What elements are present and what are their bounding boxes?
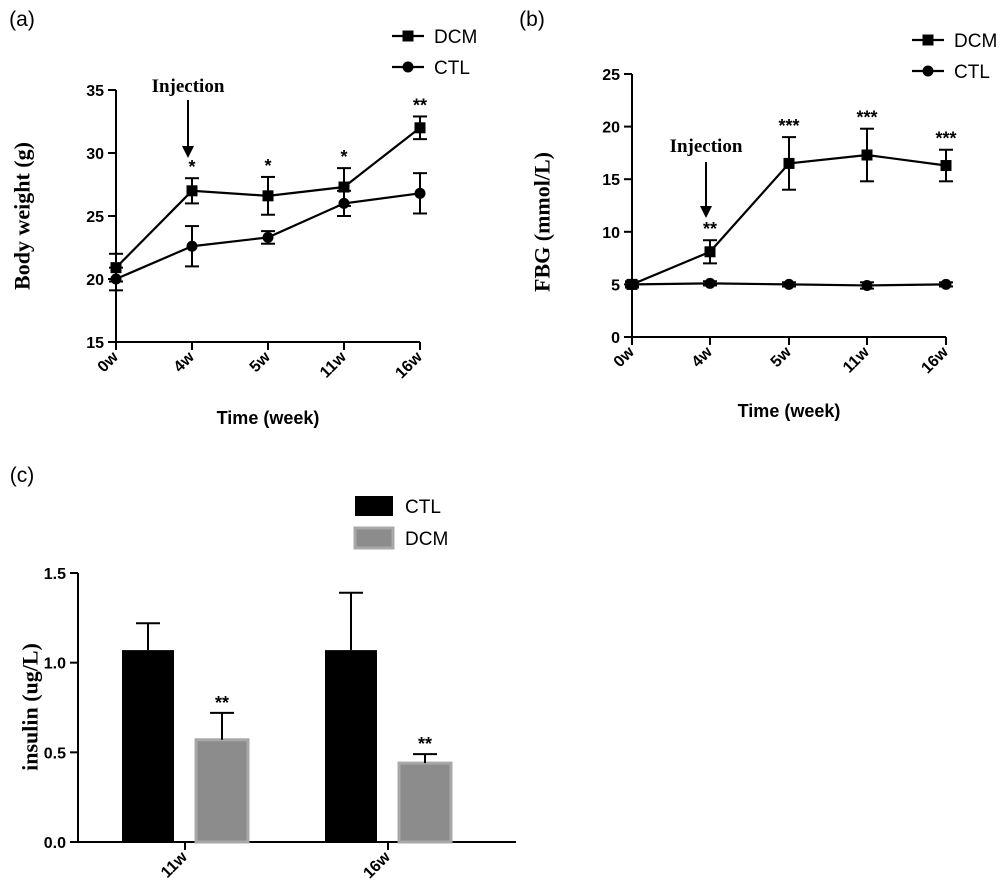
x-tick-label: 11w — [158, 848, 191, 881]
y-tick-label: 30 — [86, 146, 104, 163]
x-tick-label: 16w — [392, 348, 426, 382]
data-point-circle — [861, 279, 873, 291]
data-point-circle — [940, 278, 952, 290]
series-dcm: * * *** — [109, 95, 427, 283]
x-tick-label: 11w — [840, 343, 873, 376]
bar — [325, 650, 377, 842]
y-tick-label: 5 — [611, 277, 620, 294]
series-dcm: ***** ****** — [625, 108, 957, 290]
y-axis-title: insulin (ug/L) — [18, 643, 43, 771]
significance-label: ** — [215, 693, 229, 713]
significance-label: *** — [856, 108, 877, 128]
legend-label: DCM — [434, 27, 477, 48]
y-tick-label: 0.5 — [44, 745, 66, 762]
data-point-square — [940, 160, 952, 172]
x-tick-label: 0w — [95, 348, 123, 376]
y-tick-label: 0.0 — [44, 835, 66, 852]
injection-annotation: Injection — [670, 136, 743, 157]
chart-panel-c: (c) 0.0 0.5 1.0 1.5 11w 16w insulin (ug/L) ** ** C… — [10, 464, 516, 882]
data-point-circle — [414, 187, 426, 199]
legend-label: DCM — [954, 31, 997, 52]
legend-marker-circle — [402, 61, 414, 73]
x-tick-label: 0w — [611, 343, 639, 371]
legend-label: CTL — [434, 58, 470, 79]
significance-label: ** — [703, 219, 717, 239]
legend: DCM CTL — [392, 27, 477, 79]
x-tick-label: 5w — [247, 348, 275, 376]
x-tick-label: 16w — [360, 848, 394, 882]
legend: CTL DCM — [353, 496, 448, 550]
data-point-square — [861, 149, 873, 161]
y-tick-label: 15 — [86, 335, 104, 352]
legend-swatch — [353, 526, 395, 550]
y-tick-label: 20 — [86, 272, 104, 289]
data-point-circle — [338, 197, 350, 209]
legend-label: DCM — [405, 529, 448, 550]
data-point-circle — [262, 231, 274, 243]
data-point-square — [338, 181, 350, 193]
y-tick-label: 35 — [86, 83, 104, 100]
legend-marker-square — [922, 34, 934, 46]
chart-panel-a: (a) 15 20 25 30 35 0w 4w 5w 11w 16w Body weight (g)… — [9, 8, 477, 428]
data-point-circle — [186, 240, 198, 252]
bar — [122, 650, 174, 842]
y-axis-title: Body weight (g) — [10, 142, 35, 290]
series-ctl — [122, 591, 377, 842]
data-point-circle — [704, 277, 716, 289]
y-tick-label: 1.5 — [44, 566, 66, 583]
injection-arrow-head — [182, 146, 194, 158]
x-axis-title: Time (week) — [738, 401, 841, 421]
legend-label: CTL — [405, 497, 441, 518]
legend-label: CTL — [954, 62, 990, 83]
legend-marker-square — [402, 30, 414, 42]
legend: DCM CTL — [912, 31, 997, 83]
bar — [397, 761, 453, 844]
panel-label: (a) — [9, 8, 35, 31]
x-tick-label: 5w — [768, 343, 796, 371]
significance-label: * — [340, 147, 347, 167]
legend-marker-circle — [922, 65, 934, 77]
y-tick-label: 0 — [611, 330, 620, 347]
x-tick-label: 4w — [171, 348, 199, 376]
data-point-circle — [626, 278, 638, 290]
y-axis-title: FBG (mmol/L) — [530, 152, 555, 292]
data-point-square — [186, 185, 198, 197]
data-point-square — [783, 157, 795, 169]
data-point-circle — [110, 273, 122, 285]
x-tick-label: 16w — [918, 343, 952, 377]
x-tick-label: 11w — [317, 348, 350, 381]
y-tick-label: 25 — [86, 209, 104, 226]
y-tick-label: 1.0 — [44, 656, 66, 673]
legend-swatch — [355, 496, 393, 516]
data-point-circle — [783, 278, 795, 290]
significance-label: *** — [778, 116, 799, 136]
data-point-square — [704, 246, 716, 258]
y-tick-label: 15 — [602, 172, 620, 189]
significance-label: ** — [413, 95, 427, 115]
x-axis-title: Time (week) — [217, 408, 320, 428]
y-tick-label: 10 — [602, 225, 620, 242]
panel-label: (b) — [519, 8, 545, 31]
data-point-square — [262, 190, 274, 202]
x-tick-label: 4w — [689, 343, 717, 371]
series-dcm: ** ** — [194, 693, 453, 844]
series-ctl — [625, 277, 953, 291]
panel-label: (c) — [10, 464, 35, 487]
y-tick-label: 25 — [602, 67, 620, 84]
data-point-square — [414, 122, 426, 134]
injection-annotation: Injection — [152, 76, 225, 97]
series-ctl — [109, 172, 427, 292]
significance-label: ** — [418, 734, 432, 754]
bar — [194, 738, 250, 844]
significance-label: * — [188, 157, 195, 177]
y-tick-label: 20 — [602, 120, 620, 137]
significance-label: * — [264, 156, 271, 176]
significance-label: *** — [935, 129, 956, 149]
chart-panel-b: (b) 0 5 10 15 20 25 0w 4w 5w 11w 16w FBG (mmol/L) Tim… — [519, 8, 997, 421]
injection-arrow-head — [700, 206, 712, 218]
